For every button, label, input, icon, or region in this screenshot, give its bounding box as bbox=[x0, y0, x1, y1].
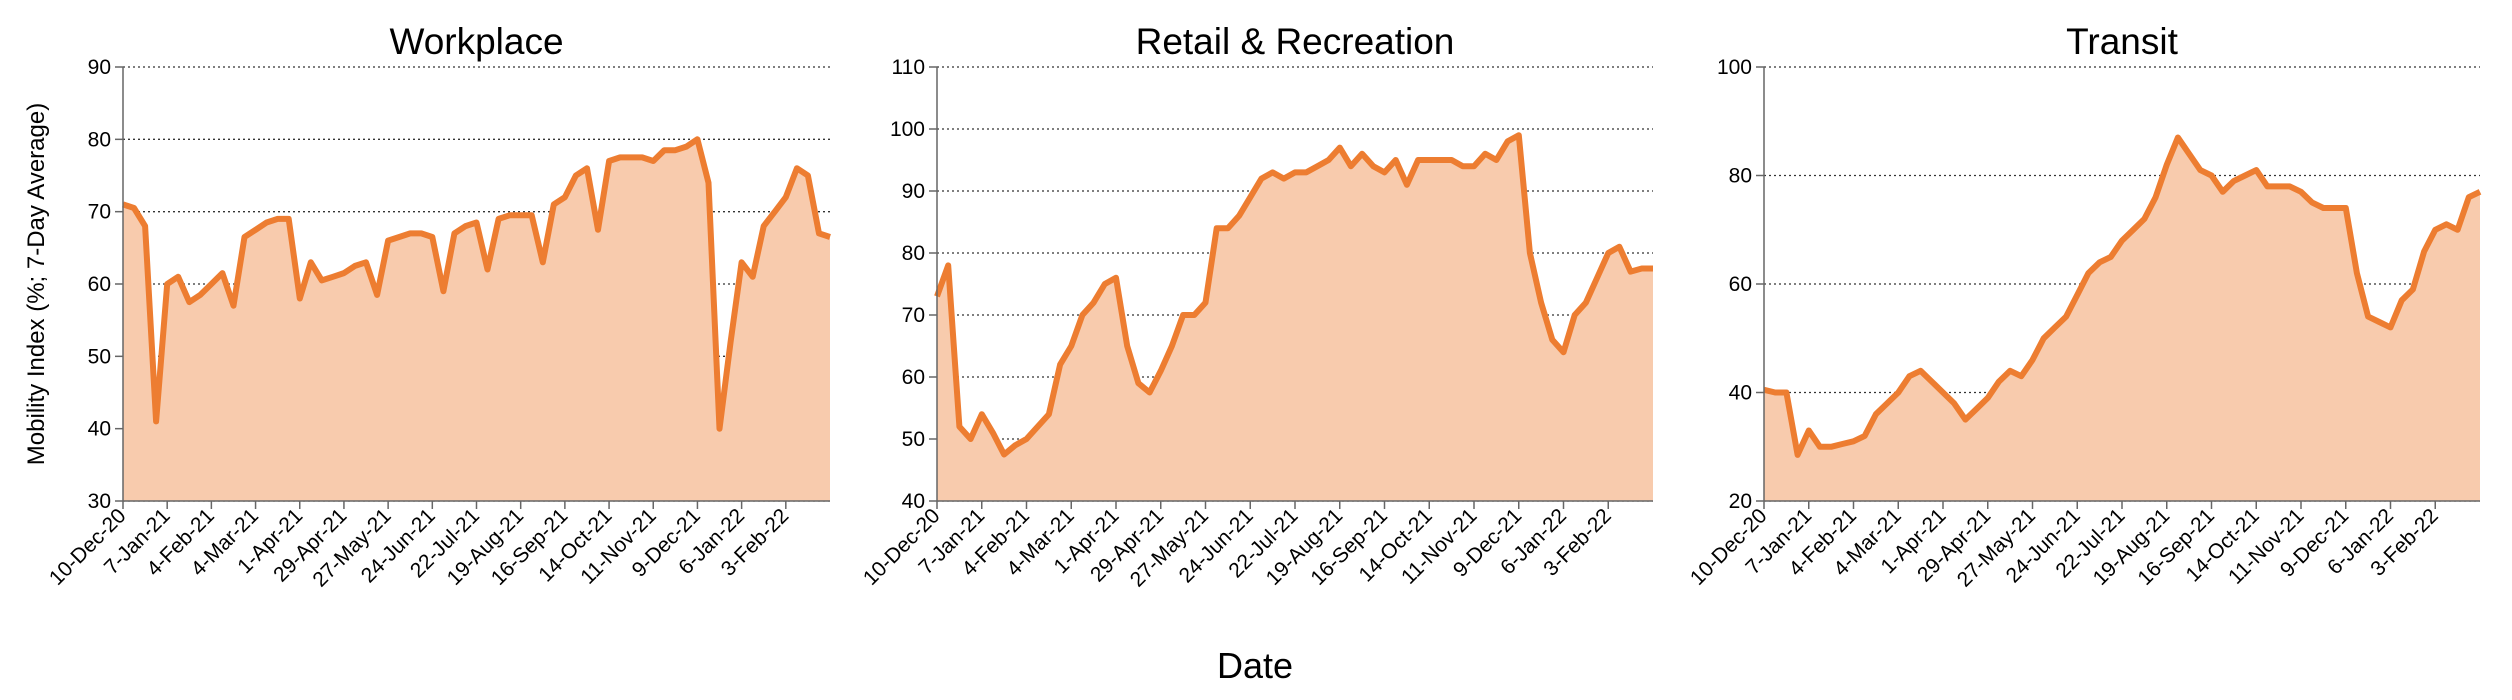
y-tick-label: 40 bbox=[88, 418, 111, 441]
chart-title: Workplace bbox=[389, 21, 563, 62]
y-tick-label: 80 bbox=[902, 242, 925, 265]
y-tick-label: 100 bbox=[1717, 56, 1752, 79]
x-axis-label: Date bbox=[1217, 645, 1293, 686]
y-tick-label: 70 bbox=[902, 304, 925, 327]
y-tick-label: 110 bbox=[892, 56, 925, 79]
line bbox=[1763, 134, 2482, 458]
y-axis-label: Mobility Index (%; 7-Day Average) bbox=[23, 103, 50, 465]
y-tick-label: 40 bbox=[1729, 382, 1752, 405]
y-tick-label: 80 bbox=[1729, 165, 1752, 188]
y-tick-label: 30 bbox=[88, 490, 111, 513]
y-tick-label: 60 bbox=[1729, 273, 1752, 296]
line bbox=[122, 136, 831, 432]
y-tick-label: 60 bbox=[88, 273, 111, 296]
y-tick-label: 100 bbox=[890, 118, 925, 141]
y-tick-label: 40 bbox=[902, 490, 925, 513]
area bbox=[123, 139, 830, 502]
y-tick-label: 50 bbox=[902, 428, 925, 451]
chart-title: Transit bbox=[2066, 21, 2178, 62]
area bbox=[937, 135, 1653, 501]
chart-title: Retail & Recreation bbox=[1136, 21, 1455, 62]
y-tick-label: 90 bbox=[88, 56, 111, 79]
line bbox=[934, 132, 1653, 458]
y-tick-label: 90 bbox=[902, 180, 925, 203]
y-tick-label: 20 bbox=[1729, 490, 1752, 513]
y-tick-label: 70 bbox=[88, 201, 111, 224]
y-tick-label: 60 bbox=[902, 366, 925, 389]
y-tick-label: 50 bbox=[88, 345, 111, 368]
y-tick-label: 80 bbox=[88, 128, 111, 151]
area bbox=[1764, 137, 2480, 501]
